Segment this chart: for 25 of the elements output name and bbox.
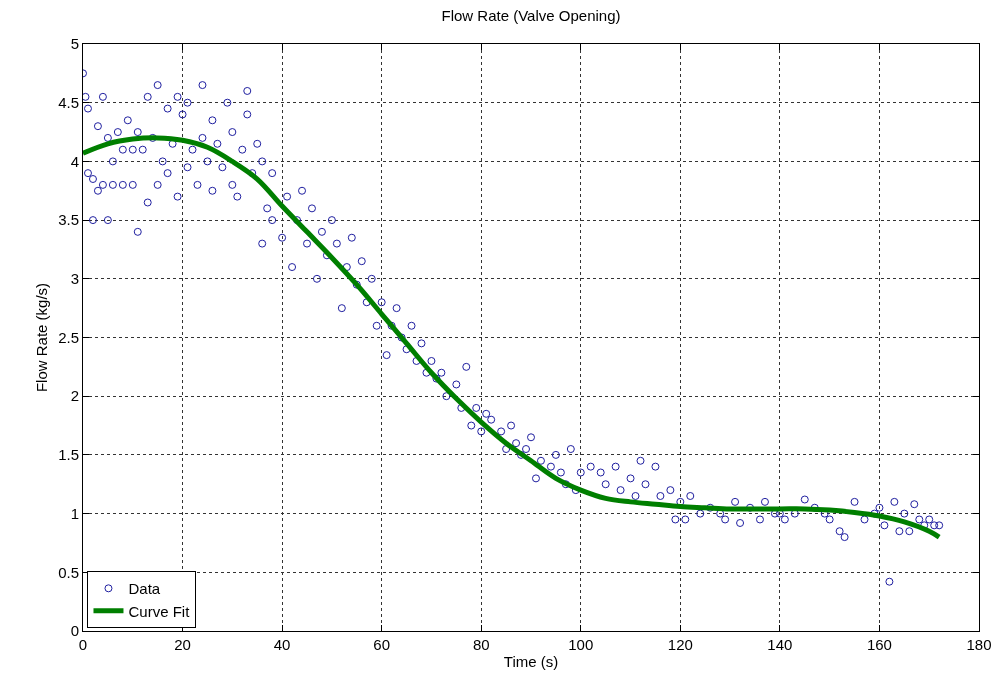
y-axis-title: Flow Rate (kg/s) [33,282,51,393]
y-tick-label: 2.5 [58,328,79,346]
legend-label: Curve Fit [128,602,191,620]
y-tick-label: 4.5 [58,93,79,111]
x-tick-label: 100 [568,636,594,653]
y-tick-label: 1.5 [58,446,79,464]
x-tick-label: 140 [767,636,793,653]
y-tick-label: 5 [70,35,79,53]
legend-label: Data [128,580,161,598]
y-tick-label: 2 [70,387,79,405]
chart-title: Flow Rate (Valve Opening) [441,6,621,24]
x-tick-label: 180 [966,636,992,653]
y-tick-label: 1 [70,504,79,522]
x-tick-label: 60 [373,636,391,653]
y-tick-label: 0 [70,622,79,640]
x-tick-label: 40 [273,636,291,653]
y-tick-label: 3 [70,270,79,288]
y-tick-label: 0.5 [58,563,79,581]
x-tick-label: 160 [866,636,892,653]
x-tick-label: 80 [472,636,490,653]
y-tick-label: 3.5 [58,211,79,229]
x-tick-label: 20 [174,636,191,653]
x-tick-label: 120 [667,636,693,653]
x-axis-title: Time (s) [503,653,559,670]
y-tick-label: 4 [70,152,79,170]
